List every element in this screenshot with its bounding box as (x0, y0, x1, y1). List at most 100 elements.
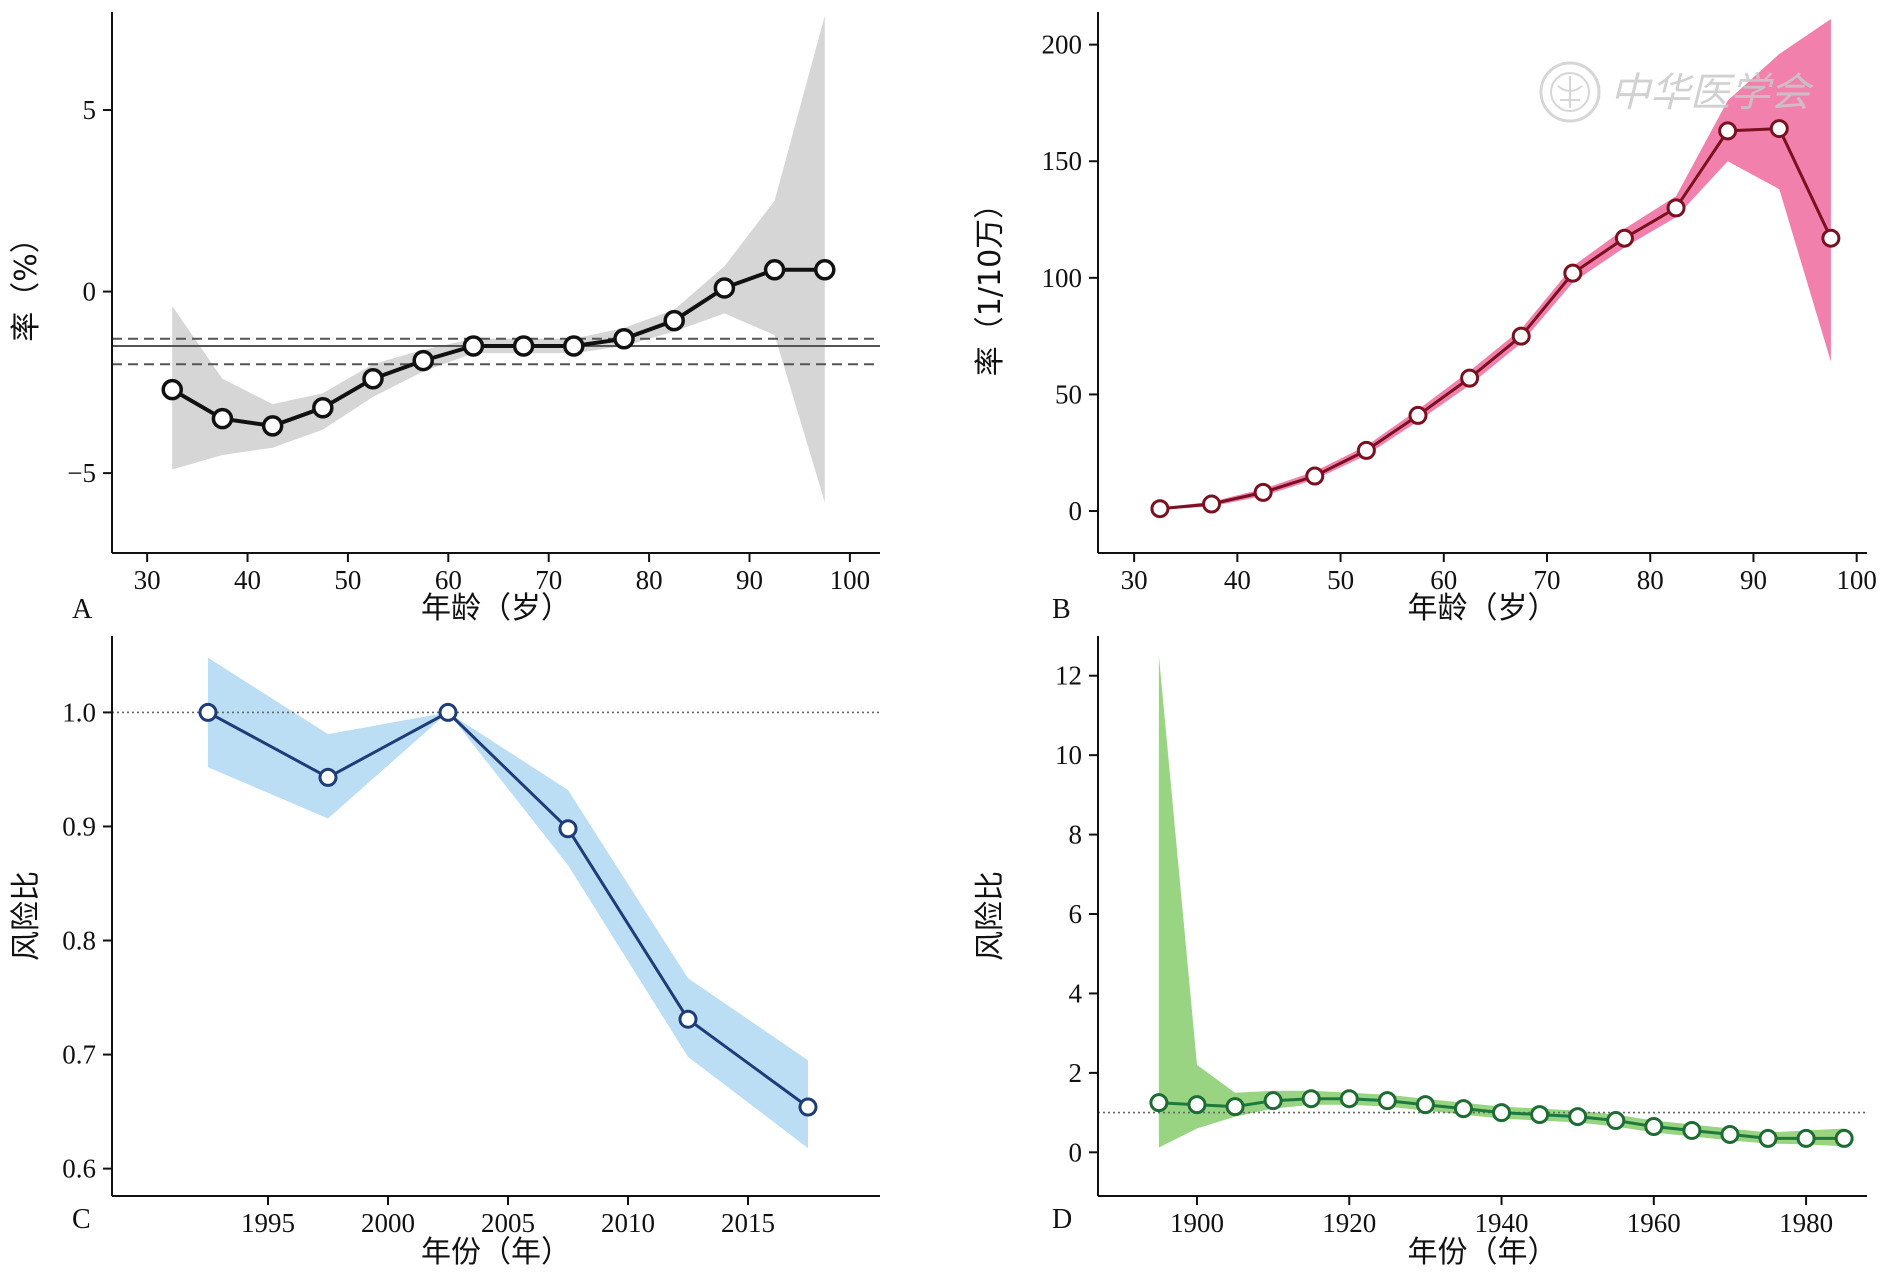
panel-letter: B (1052, 594, 1071, 625)
data-point (1511, 326, 1531, 346)
data-point (558, 819, 578, 839)
data-point (613, 328, 635, 350)
data-point (1769, 119, 1789, 139)
data-point (1187, 1095, 1207, 1115)
y-axis-title: 风险比 (9, 871, 44, 961)
data-point (1796, 1128, 1816, 1148)
x-axis-title: 年龄（岁） (1408, 591, 1558, 626)
x-tick-label: 90 (1740, 565, 1767, 595)
x-tick-label: 60 (435, 565, 462, 595)
y-tick-label: 0.6 (62, 1154, 96, 1184)
x-tick-label: 80 (1637, 565, 1664, 595)
x-tick-label: 70 (1534, 565, 1561, 595)
data-point (798, 1097, 818, 1117)
data-point (1149, 1093, 1169, 1113)
series-line (207, 710, 809, 1109)
data-point (1263, 1091, 1283, 1111)
x-tick-label: 50 (334, 565, 361, 595)
data-point (1530, 1105, 1550, 1125)
panel-letter: C (72, 1204, 91, 1235)
y-tick-label: 150 (1042, 146, 1083, 176)
data-point (318, 767, 338, 787)
x-axis-title: 年龄（岁） (421, 591, 571, 626)
x-tick-label: 1960 (1627, 1208, 1681, 1238)
data-point (438, 702, 458, 722)
y-tick-label: 10 (1055, 740, 1082, 770)
data-point (1614, 228, 1634, 248)
y-tick-label: 4 (1069, 978, 1083, 1008)
panel-letter: D (1052, 1204, 1072, 1235)
x-tick-label: 80 (636, 565, 663, 595)
y-tick-label: 6 (1069, 899, 1083, 929)
data-point (1718, 121, 1738, 141)
series-line (1159, 127, 1833, 511)
data-point (512, 335, 535, 357)
y-axis-title: 风险比 (973, 871, 1008, 961)
data-point (1460, 368, 1480, 388)
y-tick-label: 50 (1055, 379, 1082, 409)
data-point (1339, 1089, 1359, 1109)
y-tick-label: 0 (83, 277, 97, 307)
x-tick-label: 70 (535, 565, 562, 595)
y-tick-label: −5 (67, 458, 96, 488)
panel-letter: A (72, 594, 93, 625)
y-tick-label: 12 (1055, 661, 1082, 691)
y-axis-title: 率（1/10万） (973, 189, 1008, 376)
y-tick-label: 2 (1069, 1058, 1083, 1088)
x-tick-label: 50 (1327, 565, 1354, 595)
confidence-band (1159, 19, 1831, 510)
y-tick-label: 8 (1069, 820, 1083, 850)
data-point (663, 309, 685, 332)
y-tick-label: 1.0 (62, 697, 96, 727)
x-tick-label: 2005 (481, 1208, 535, 1238)
data-point (1305, 466, 1325, 486)
x-tick-label: 40 (1224, 565, 1251, 595)
panel-d-chart: 1900 1920 1940 1960 1980 0 2 4 6 8 10 12 年份（年） 风险比 D (973, 636, 1867, 1270)
watermark: 中华医学会 (1539, 61, 1814, 123)
data-point (713, 277, 736, 299)
data-point (261, 415, 284, 437)
x-tick-label: 30 (134, 565, 161, 595)
x-tick-label: 100 (830, 565, 871, 595)
data-point (1415, 1095, 1435, 1115)
data-point (563, 335, 585, 357)
data-point (1644, 1116, 1664, 1136)
confidence-band (1158, 655, 1845, 1148)
y-tick-label: 0.7 (62, 1040, 96, 1070)
data-point (1568, 1107, 1588, 1127)
y-tick-label: 200 (1042, 30, 1083, 60)
y-tick-label: 0.9 (62, 811, 96, 841)
confidence-band (208, 657, 808, 1149)
x-tick-label: 2015 (721, 1208, 775, 1238)
data-point (1408, 405, 1428, 425)
x-axis-title: 年份（年） (1408, 1235, 1558, 1270)
data-point (1356, 440, 1376, 460)
panel-a-chart: 30 40 50 60 70 80 90 100 −5 0 5 年龄（岁） 率（%） A (9, 12, 880, 626)
panel-c-chart: 1995 2000 2005 2010 2015 0.6 0.7 0.8 0.9 1.0 年份（年）… (9, 636, 880, 1270)
data-point (1377, 1091, 1397, 1111)
data-point (1834, 1128, 1854, 1148)
panel-b-chart: 30 40 50 60 70 80 90 100 0 50 100 150 200 年龄（岁） 率（1/10… (973, 12, 1877, 626)
data-point (1682, 1120, 1702, 1140)
data-point (211, 407, 234, 430)
data-point (362, 367, 384, 390)
x-tick-label: 60 (1430, 565, 1457, 595)
data-point (1225, 1097, 1245, 1117)
data-point (1492, 1103, 1512, 1123)
data-point (1606, 1111, 1626, 1131)
data-point (1150, 499, 1170, 519)
x-tick-label: 100 (1836, 565, 1877, 595)
data-point (1821, 228, 1841, 248)
x-tick-label: 2000 (361, 1208, 415, 1238)
x-tick-label: 1900 (1170, 1208, 1224, 1238)
data-point (462, 335, 485, 357)
x-tick-label: 1920 (1322, 1208, 1376, 1238)
data-point (1563, 263, 1583, 283)
watermark-text: 中华医学会 (1610, 70, 1814, 116)
y-axis-title: 率（%） (9, 223, 44, 342)
data-point (1202, 494, 1222, 514)
x-tick-label: 1940 (1475, 1208, 1529, 1238)
data-point (312, 397, 334, 419)
data-point (1720, 1124, 1740, 1144)
data-point (1301, 1089, 1321, 1109)
